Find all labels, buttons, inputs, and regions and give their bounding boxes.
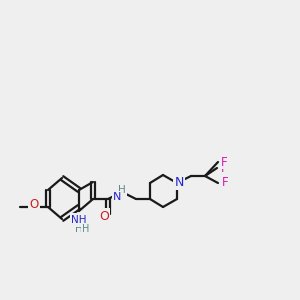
Text: O: O	[29, 199, 39, 212]
Text: F: F	[221, 155, 228, 169]
Text: NH: NH	[71, 215, 87, 225]
Text: N: N	[113, 192, 121, 202]
Text: H: H	[75, 224, 83, 234]
Text: NH: NH	[70, 216, 87, 226]
Text: N: N	[174, 176, 184, 188]
Text: H: H	[82, 224, 90, 234]
Text: H: H	[118, 185, 126, 195]
Text: F: F	[221, 161, 228, 175]
Text: O: O	[99, 209, 109, 223]
Text: F: F	[222, 176, 229, 190]
